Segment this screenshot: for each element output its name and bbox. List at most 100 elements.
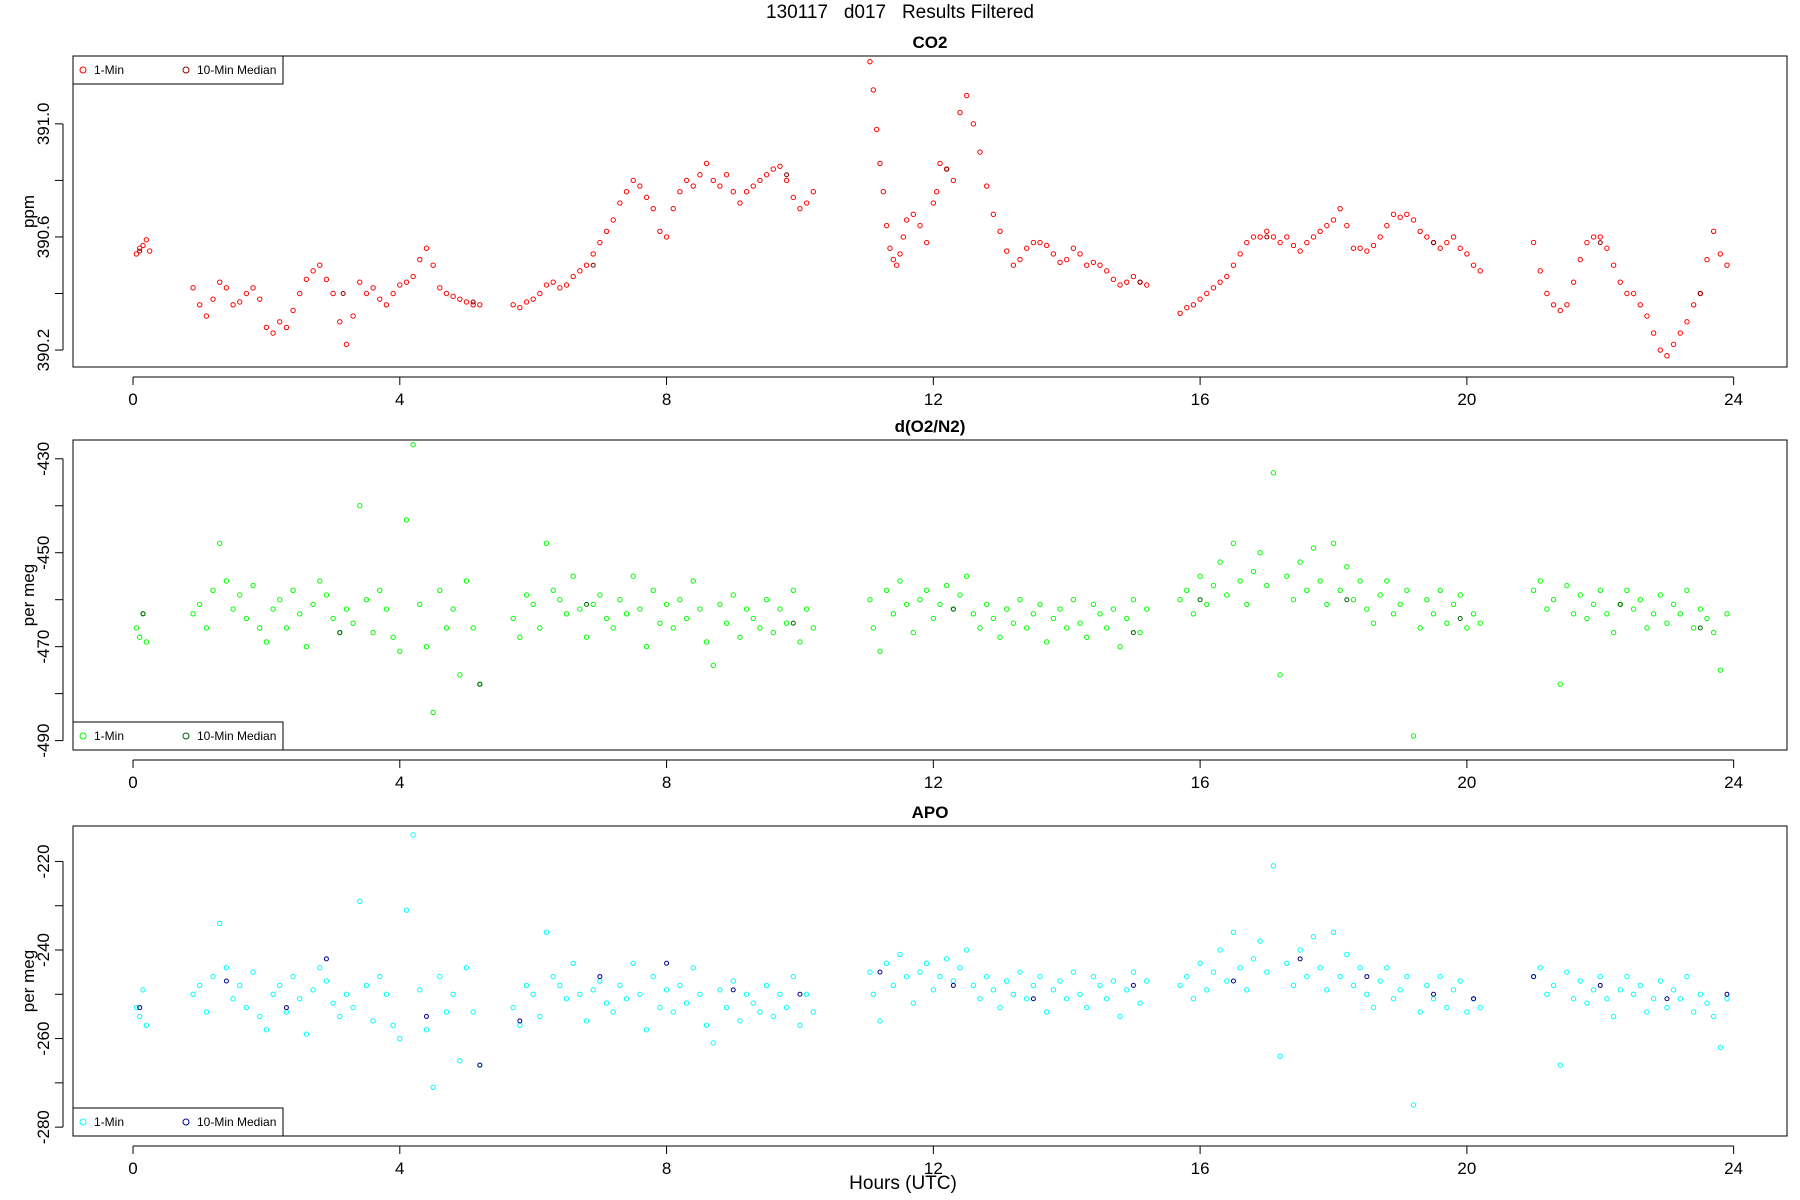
co2-1min-point bbox=[737, 200, 743, 206]
o2n2-1min-point bbox=[790, 587, 796, 594]
co2-1min-point bbox=[1350, 245, 1357, 251]
co2-1min-point bbox=[677, 189, 683, 195]
co2-1min-point bbox=[890, 256, 897, 263]
o2n2-1min-point bbox=[1404, 587, 1410, 594]
co2-1min-point bbox=[1617, 279, 1623, 285]
apo-1min-point bbox=[1570, 996, 1577, 1002]
co2-1min-point bbox=[690, 183, 696, 189]
co2-1min-point bbox=[893, 262, 900, 268]
apo-1min-point bbox=[717, 987, 723, 993]
co2-1min-point bbox=[577, 268, 583, 274]
o2n2-1min-point bbox=[883, 587, 890, 594]
apo-1min-point bbox=[1537, 965, 1543, 971]
apo-1min-point bbox=[923, 960, 930, 966]
o2n2-1min-point bbox=[1570, 611, 1577, 617]
apo-median-point bbox=[877, 969, 883, 975]
o2n2-1min-point bbox=[250, 582, 256, 589]
co2-1min-point bbox=[143, 237, 150, 243]
o2n2-1min-point bbox=[643, 643, 650, 650]
o2n2-1min-point bbox=[1710, 629, 1717, 636]
co2-1min-point bbox=[197, 302, 203, 308]
apo-1min-point bbox=[650, 973, 656, 980]
apo-1min-point bbox=[630, 960, 636, 966]
o2n2-1min-point bbox=[957, 592, 963, 598]
o2n2-1min-point bbox=[1184, 587, 1190, 594]
apo-1min-point bbox=[1724, 996, 1730, 1002]
co2-1min-point bbox=[977, 149, 983, 155]
o2n2-1min-point bbox=[1117, 643, 1123, 650]
o2n2-1min-point bbox=[943, 582, 950, 589]
apo-1min-point bbox=[1630, 991, 1637, 997]
co2-1min-point bbox=[1710, 228, 1717, 234]
apo-1min-point bbox=[197, 982, 203, 989]
apo-median-point bbox=[517, 1018, 523, 1024]
co2-1min-point bbox=[223, 285, 230, 291]
apo-median-point bbox=[1030, 996, 1036, 1002]
co2-1min-point bbox=[290, 307, 296, 314]
apo-1min-point bbox=[1457, 978, 1463, 984]
apo-1min-point bbox=[437, 973, 443, 980]
co2-1min-point bbox=[457, 296, 463, 302]
apo-plot-frame bbox=[72, 825, 1788, 1137]
o2n2-legend-marker bbox=[182, 732, 190, 740]
apo-1min-point bbox=[657, 1004, 663, 1011]
co2-1min-point bbox=[1204, 290, 1210, 297]
apo-1min-point bbox=[783, 1004, 790, 1011]
o2n2-1min-point bbox=[763, 596, 770, 603]
apo-1min-point bbox=[750, 1000, 756, 1006]
co2-1min-point bbox=[140, 242, 146, 249]
co2-1min-point bbox=[1177, 310, 1183, 316]
apo-1min-point bbox=[1657, 978, 1663, 984]
o2n2-1min-point bbox=[317, 578, 323, 584]
apo-1min-point bbox=[957, 965, 963, 971]
co2-legend-box bbox=[72, 55, 284, 85]
apo-1min-point bbox=[310, 987, 316, 993]
o2n2-1min-point bbox=[350, 620, 356, 626]
o2n2-1min-point bbox=[297, 611, 303, 617]
o2n2-1min-point bbox=[1024, 625, 1030, 631]
co2-1min-point bbox=[703, 160, 710, 167]
o2n2-1min-point bbox=[723, 620, 730, 626]
apo-1min-point bbox=[603, 1000, 610, 1006]
o2n2-1min-point bbox=[1410, 733, 1417, 739]
co2-x-tick-label: 12 bbox=[924, 390, 943, 409]
apo-1min-point bbox=[963, 947, 970, 953]
apo-1min-point bbox=[1230, 929, 1237, 935]
o2n2-1min-point bbox=[277, 596, 283, 603]
apo-median-point bbox=[597, 974, 603, 980]
apo-1min-point bbox=[1257, 938, 1263, 944]
o2n2-1min-point bbox=[1457, 592, 1463, 598]
apo-1min-point bbox=[1670, 987, 1677, 993]
o2n2-1min-point bbox=[703, 639, 710, 645]
co2-x-tick-label: 8 bbox=[662, 390, 671, 409]
o2n2-1min-point bbox=[457, 672, 463, 678]
apo-1min-point bbox=[203, 1009, 210, 1015]
co2-1min-point bbox=[877, 160, 883, 167]
co2-1min-point bbox=[1657, 347, 1663, 353]
apo-1min-point bbox=[610, 1009, 616, 1015]
o2n2-1min-point bbox=[1257, 550, 1263, 556]
apo-1min-point bbox=[867, 969, 873, 975]
co2-1min-point bbox=[230, 302, 236, 308]
apo-1min-point bbox=[637, 991, 643, 997]
apo-median-point bbox=[1130, 982, 1136, 988]
apo-1min-point bbox=[537, 1013, 543, 1020]
co2-1min-point bbox=[363, 290, 370, 297]
o2n2-1min-point bbox=[1430, 611, 1437, 617]
apo-1min-point bbox=[1270, 863, 1277, 869]
co2-1min-point bbox=[790, 194, 796, 201]
co2-1min-point bbox=[1217, 279, 1223, 285]
apo-1min-point bbox=[1444, 1004, 1450, 1011]
co2-1min-point bbox=[1410, 217, 1417, 223]
co2-1min-point bbox=[1097, 262, 1103, 268]
co2-1min-point bbox=[880, 189, 887, 195]
apo-median-point bbox=[283, 1005, 289, 1011]
apo-1min-point bbox=[1337, 973, 1343, 980]
apo-1min-point bbox=[1077, 991, 1083, 997]
co2-1min-point bbox=[883, 222, 890, 229]
co2-1min-point bbox=[623, 189, 630, 195]
o2n2-1min-point bbox=[770, 629, 776, 636]
o2n2-1min-point bbox=[1697, 606, 1703, 612]
apo-1min-point bbox=[1364, 991, 1370, 997]
apo-median-point bbox=[730, 987, 736, 993]
